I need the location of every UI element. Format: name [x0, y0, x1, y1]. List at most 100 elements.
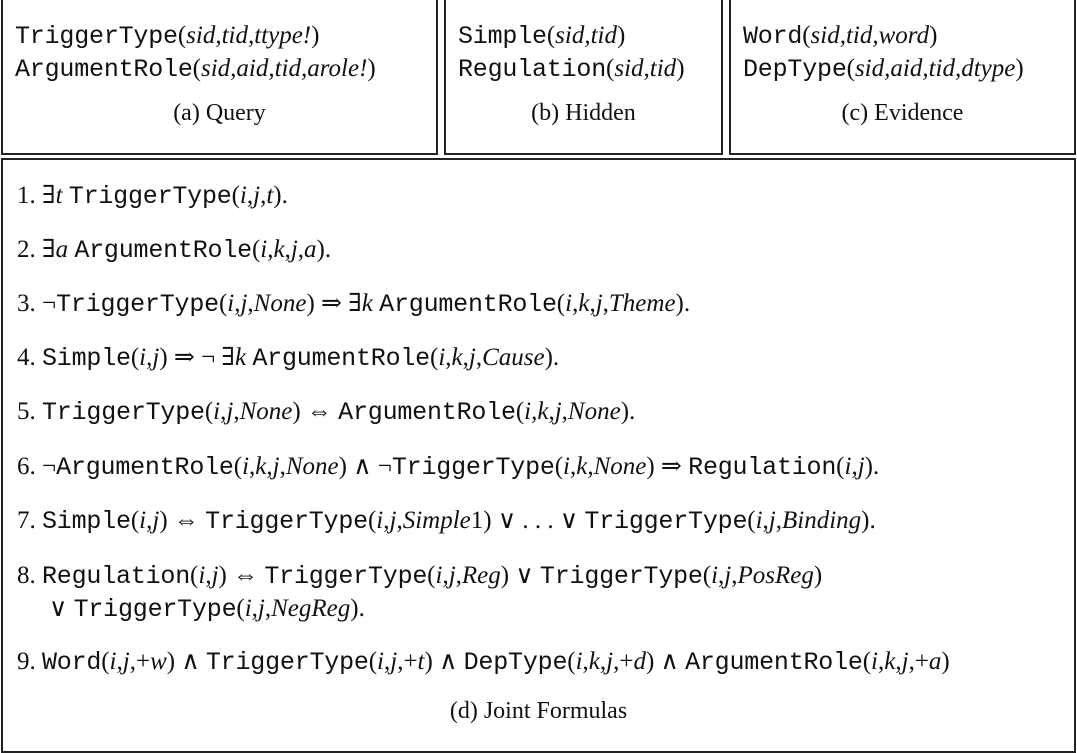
formula-token: TriggerType: [56, 290, 219, 319]
formula-token: (: [218, 290, 228, 317]
formula-token: ).: [316, 236, 332, 263]
formula-token: k: [273, 236, 285, 263]
formula-token: ) ⇔: [218, 562, 265, 589]
formula-token: ) ∧ ¬: [338, 453, 392, 480]
formula-token: TriggerType: [205, 648, 369, 677]
formula-number: 9.: [17, 648, 36, 675]
formula-token: ) ∨: [500, 562, 540, 589]
formula-token: ArgumentRole: [685, 648, 863, 677]
formula-token: i: [242, 453, 250, 480]
formula-4: 4. Simple(i,j) ⇒ ¬ ∃k ArgumentRole(i,k,j…: [17, 342, 559, 375]
formula-token: ,: [442, 562, 449, 589]
hidden-caption: (b) Hidden: [531, 100, 636, 126]
formula-token: (: [554, 453, 564, 480]
formula-token: ArgumentRole: [56, 453, 234, 482]
formula-token: ,: [146, 507, 153, 534]
formula-token: ,: [146, 344, 153, 371]
formula-token: j: [448, 562, 456, 589]
formula-token: (: [836, 453, 845, 480]
formula-token: a: [928, 648, 942, 675]
formula-token: (: [556, 290, 566, 317]
formula-token: (: [427, 562, 436, 589]
formula-token: ) ∧: [645, 648, 686, 675]
formula-token: j: [468, 344, 476, 371]
formula-token: ,: [247, 290, 254, 317]
formula-token: TriggerType: [539, 562, 703, 591]
formula-token: Word: [42, 648, 102, 677]
formula-token: i: [377, 648, 384, 675]
formula-token: i: [755, 507, 763, 534]
formula-token: j: [554, 398, 562, 425]
formula-token: ,: [718, 562, 725, 589]
formula-token: ).: [861, 507, 876, 534]
formula-token: i: [260, 236, 268, 263]
formula-token: None: [285, 453, 339, 480]
formula-token: ): [941, 648, 950, 675]
formula-token: None: [253, 290, 307, 317]
formula-token: j: [253, 182, 261, 209]
formula-token: ).: [620, 398, 636, 425]
joint-formulas-panel: 1. ∃t TriggerType(i,j,t). 2. ∃a ArgumentR…: [1, 158, 1076, 753]
formula-token: j: [290, 236, 298, 263]
formula-token: ,: [762, 507, 769, 534]
formula-token: j: [211, 562, 219, 589]
formula-token: (: [567, 648, 576, 675]
formula-number: 7.: [17, 507, 36, 534]
formula-token: ,: [233, 398, 240, 425]
formula-token: ,: [531, 398, 538, 425]
formula-number: 6.: [17, 453, 36, 480]
formula-token: ,: [851, 453, 858, 480]
formula-token: ArgumentRole: [74, 236, 252, 265]
formula-number: 8.: [17, 562, 36, 589]
formula-token: ,: [548, 398, 555, 425]
formula-token: i: [213, 398, 221, 425]
formula-token: i: [563, 453, 570, 480]
formula-token: j: [606, 648, 614, 675]
formula-token: i: [711, 562, 719, 589]
formula-token: ) ∧: [424, 648, 464, 675]
formula-token: ) ⇔: [292, 398, 339, 425]
formula-token: j: [768, 507, 776, 534]
formula-number: 2.: [17, 236, 36, 263]
formula-token: ArgumentRole: [338, 398, 516, 427]
formula-token: TriggerType: [391, 453, 555, 482]
formula-token: w: [150, 648, 167, 675]
formula-token: j: [152, 507, 160, 534]
formula-token: i: [565, 290, 573, 317]
formula-token: (: [130, 507, 140, 534]
evidence-line-2: DepType(sid,aid,tid,dtype): [743, 55, 1024, 84]
formula-token: ,: [220, 398, 227, 425]
formula-token: ,: [205, 562, 212, 589]
formula-token: (: [231, 182, 240, 209]
formula-token: TriggerType: [73, 595, 237, 624]
formula-token: Reg: [461, 562, 501, 589]
formula-token: j: [724, 562, 732, 589]
formula-number: 1.: [17, 182, 36, 209]
formula-token: ).: [675, 290, 691, 317]
formula-token: d: [633, 648, 646, 675]
formula-token: i: [244, 595, 252, 622]
query-panel: TriggerType(sid,tid,ttype!) ArgumentRole…: [1, 0, 438, 155]
formula-token: i: [435, 562, 443, 589]
formula-token: TriggerType: [264, 562, 428, 591]
formula-token: (: [747, 507, 756, 534]
formula-token: Simple: [42, 507, 131, 536]
formula-token: TriggerType: [68, 182, 232, 211]
formula-token: ,: [569, 453, 577, 480]
formula-token: k: [578, 290, 590, 317]
formula-token: i: [109, 648, 117, 675]
formula-token: ,: [587, 453, 594, 480]
formula-token: 1) ∨ . . . ∨: [470, 507, 585, 534]
formula-token: k: [235, 344, 253, 371]
formula-token: j: [226, 398, 234, 425]
formula-token: (: [233, 453, 243, 480]
formula-8: 8. Regulation(i,j) ⇔ TriggerType(i,j,Reg…: [17, 560, 822, 626]
formula-token: ,: [561, 398, 568, 425]
formula-token: i: [575, 648, 583, 675]
formula-token: ,: [264, 595, 272, 622]
formula-token: t: [266, 182, 274, 209]
formula-token: j: [152, 344, 160, 371]
formula-token: i: [198, 562, 206, 589]
formula-token: ,: [462, 344, 469, 371]
query-caption: (a) Query: [173, 100, 266, 126]
